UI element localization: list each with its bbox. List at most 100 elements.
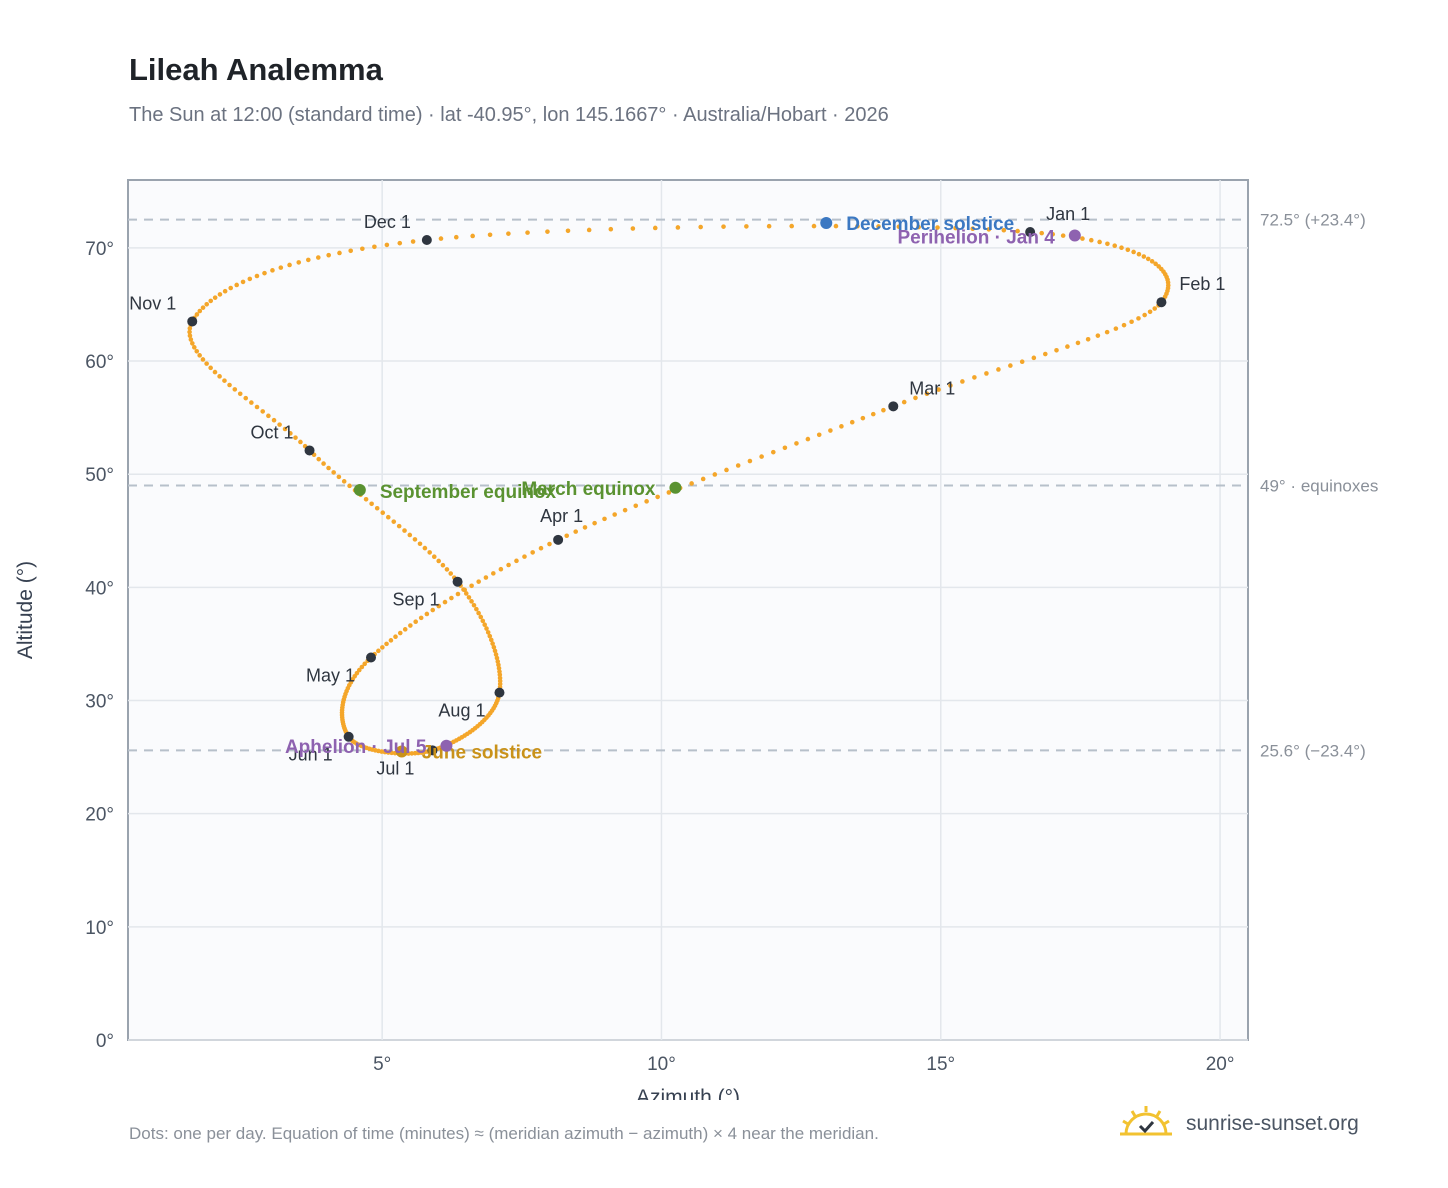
- day-dot: [996, 367, 1001, 372]
- month-marker: [187, 316, 198, 327]
- day-dot: [389, 750, 394, 756]
- sun-logo-icon: [1120, 1106, 1172, 1136]
- event-label: Perihelion · Jan 4: [898, 227, 1056, 248]
- day-dot: [412, 537, 418, 542]
- day-dot: [1136, 251, 1142, 257]
- day-dot: [331, 470, 336, 475]
- brand[interactable]: sunrise-sunset.org: [1120, 1104, 1359, 1144]
- day-dot: [448, 571, 454, 576]
- x-tick-label: 5°: [373, 1054, 391, 1075]
- day-dot: [466, 595, 472, 600]
- day-dot: [418, 615, 424, 621]
- day-dot: [1149, 259, 1155, 264]
- y-tick-label: 40°: [85, 578, 114, 599]
- month-marker: [343, 731, 354, 742]
- day-dot: [208, 365, 213, 371]
- day-dot: [197, 308, 203, 314]
- day-dot: [1129, 319, 1134, 325]
- day-dot: [270, 268, 275, 273]
- day-dot: [1112, 243, 1118, 248]
- day-dot: [228, 285, 234, 291]
- day-dot: [1031, 355, 1037, 361]
- reference-lines: 72.5° (+23.4°) 49° · equinoxes 25.6° (−23.…: [128, 211, 1378, 760]
- day-dot: [586, 227, 592, 233]
- day-dot: [924, 391, 930, 397]
- month-marker: [1156, 297, 1167, 308]
- month-label: Feb 1: [1179, 274, 1225, 294]
- month-label: Apr 1: [540, 506, 583, 526]
- day-dot: [1119, 245, 1124, 251]
- day-dot: [747, 458, 753, 464]
- day-dot: [960, 379, 965, 384]
- day-dot: [612, 512, 617, 517]
- day-dot: [217, 374, 222, 379]
- day-dot: [1019, 359, 1025, 364]
- reference-line-label: 49° · equinoxes: [1260, 477, 1378, 496]
- day-dot: [476, 610, 481, 616]
- day-dot: [374, 505, 380, 511]
- day-dot: [385, 750, 391, 755]
- day-dot: [633, 503, 639, 509]
- day-dot: [935, 225, 940, 230]
- day-dot: [630, 226, 636, 231]
- x-tick-label: 20°: [1206, 1054, 1235, 1075]
- day-dot: [984, 371, 989, 376]
- event-marker: [669, 481, 682, 494]
- month-label: Aug 1: [438, 701, 485, 721]
- day-dot: [408, 623, 413, 628]
- event-label: September equinox: [380, 482, 557, 503]
- day-dot: [200, 357, 206, 362]
- day-dot: [277, 422, 282, 427]
- day-dot: [316, 456, 322, 462]
- day-dot: [849, 419, 855, 425]
- day-dot: [190, 341, 195, 346]
- day-dot: [766, 223, 772, 229]
- day-dot: [278, 265, 284, 270]
- day-dot: [565, 228, 571, 234]
- day-dot: [237, 391, 243, 397]
- event-marker: [820, 217, 833, 229]
- day-dot: [393, 634, 398, 640]
- day-dot: [1113, 326, 1119, 331]
- day-dot: [530, 550, 535, 555]
- day-dot: [700, 476, 706, 482]
- day-dot: [385, 514, 391, 520]
- day-dot: [1085, 336, 1091, 342]
- day-dot: [384, 641, 389, 647]
- day-dot: [1065, 344, 1070, 349]
- chart-title: Lileah Analemma: [129, 52, 383, 87]
- day-dot: [1141, 254, 1147, 259]
- day-dot: [232, 387, 238, 392]
- day-dot: [1043, 351, 1048, 357]
- day-dot: [860, 415, 866, 421]
- day-dot: [483, 575, 489, 580]
- day-dot: [282, 426, 288, 432]
- day-dot: [805, 436, 811, 442]
- day-dot: [970, 226, 976, 232]
- day-dot: [436, 603, 442, 609]
- day-dot: [491, 644, 497, 650]
- day-dot: [855, 223, 860, 229]
- day-dot: [212, 369, 218, 375]
- day-dot: [417, 541, 423, 547]
- day-dot: [1142, 312, 1147, 318]
- day-dot: [197, 353, 202, 358]
- day-dot: [384, 242, 390, 248]
- day-dot: [222, 288, 228, 294]
- plot-area: [127, 179, 1249, 1041]
- day-dot: [337, 250, 342, 256]
- day-dot: [759, 454, 764, 459]
- day-dot: [1097, 239, 1102, 245]
- day-dot: [188, 337, 194, 342]
- day-dot: [485, 630, 491, 635]
- y-axis-label: Altitude (°): [14, 561, 37, 659]
- day-dot: [470, 233, 475, 239]
- day-dot: [901, 399, 907, 405]
- day-dot: [811, 223, 817, 229]
- day-dot: [476, 579, 481, 584]
- day-dot: [363, 496, 369, 502]
- day-dot: [1145, 256, 1151, 262]
- day-dot: [881, 407, 886, 413]
- day-dot: [936, 387, 941, 392]
- x-tick-label: 15°: [926, 1054, 955, 1075]
